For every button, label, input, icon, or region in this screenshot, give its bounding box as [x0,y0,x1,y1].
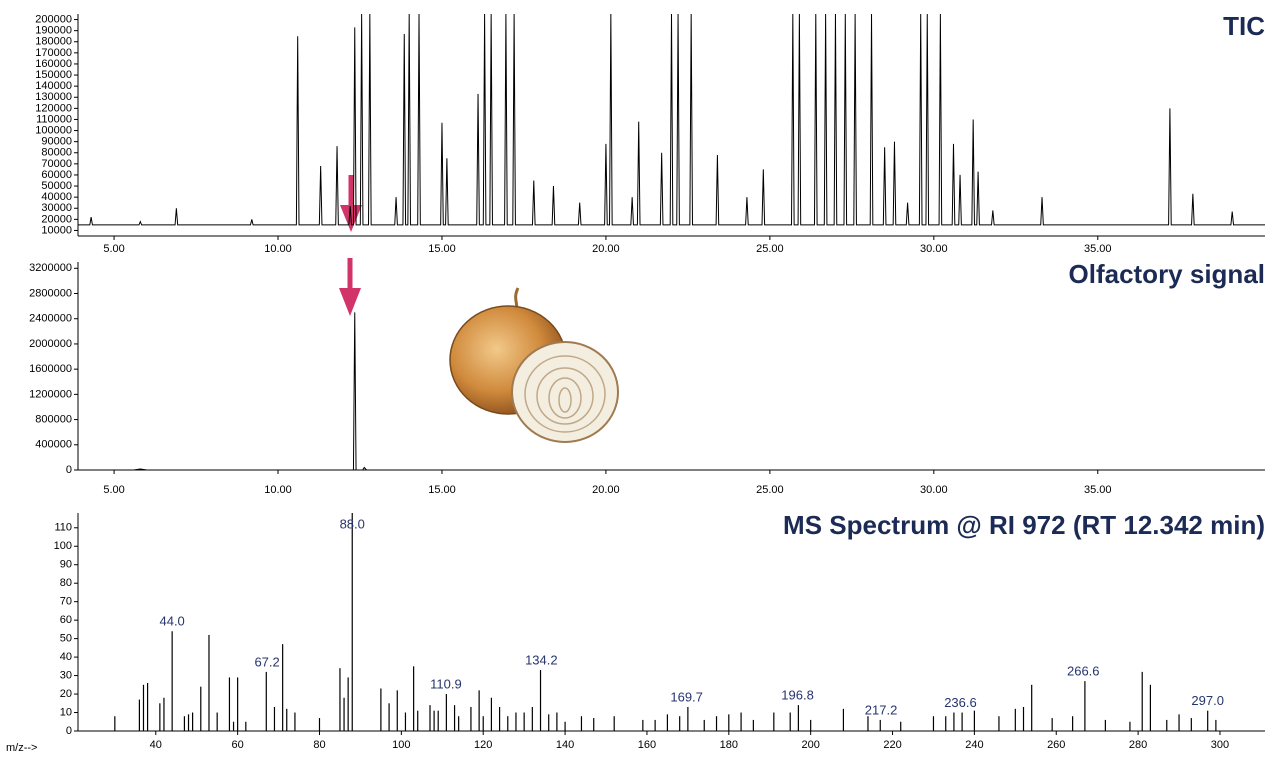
x-tick-label: 260 [1047,739,1065,751]
y-tick-label: 400000 [35,439,72,451]
y-tick-label: 80 [60,577,72,589]
x-tick-label: 120 [474,739,492,751]
x-tick-label: 80 [313,739,325,751]
y-tick-label: 150000 [35,69,72,81]
y-tick-label: 10000 [41,224,72,236]
y-tick-label: 3200000 [29,262,72,274]
y-tick-label: 2400000 [29,313,72,325]
y-tick-label: 20 [60,688,72,700]
x-tick-label: 220 [883,739,901,751]
x-tick-label: 240 [965,739,983,751]
y-tick-label: 50000 [41,180,72,192]
x-tick-label: 30.00 [920,484,948,496]
panel-title: MS Spectrum @ RI 972 (RT 12.342 min) [783,510,1265,540]
x-tick-label: 35.00 [1084,484,1112,496]
y-tick-label: 40 [60,651,72,663]
panel-title: TIC [1223,11,1265,41]
y-tick-label: 1200000 [29,388,72,400]
y-tick-label: 2800000 [29,287,72,299]
peak-label: 236.6 [944,695,977,710]
x-tick-label: 40 [150,739,162,751]
x-tick-label: 30.00 [920,243,948,255]
x-tick-label: 25.00 [756,484,784,496]
y-tick-label: 30 [60,669,72,681]
y-tick-label: 70 [60,596,72,608]
onion-illustration [449,287,619,443]
trace-line [78,14,1265,226]
x-tick-label: 15.00 [428,243,456,255]
peak-label: 297.0 [1191,693,1224,708]
peak-label: 110.9 [430,676,462,691]
x-tick-label: 15.00 [428,484,456,496]
x-tick-label: 160 [638,739,656,751]
x-tick-label: 140 [556,739,574,751]
panel-title: Olfactory signal [1069,259,1266,289]
y-tick-label: 60 [60,614,72,626]
peak-label: 169.7 [670,689,703,704]
x-tick-label: 200 [801,739,819,751]
peak-label: 196.8 [781,688,814,703]
y-tick-label: 110 [54,522,72,534]
peak-arrow [339,258,361,316]
x-tick-label: 300 [1211,739,1229,751]
y-tick-label: 60000 [41,169,72,181]
x-tick-label: 20.00 [592,243,620,255]
y-tick-label: 80000 [41,147,72,159]
x-axis-label: m/z--> [6,742,37,754]
trace-line [78,312,1265,470]
y-tick-label: 20000 [41,213,72,225]
x-tick-label: 20.00 [592,484,620,496]
y-tick-label: 30000 [41,202,72,214]
y-tick-label: 130000 [35,91,72,103]
y-tick-label: 180000 [35,36,72,48]
y-tick-label: 170000 [35,47,72,59]
peak-label: 88.0 [340,516,365,531]
y-tick-label: 2000000 [29,338,72,350]
y-tick-label: 0 [66,464,72,476]
x-tick-label: 25.00 [756,243,784,255]
x-tick-label: 5.00 [103,484,124,496]
y-tick-label: 70000 [41,158,72,170]
peak-label: 44.0 [159,614,184,629]
y-tick-label: 160000 [35,58,72,70]
x-tick-label: 10.00 [264,243,292,255]
y-tick-label: 120000 [35,102,72,114]
x-tick-label: 180 [720,739,738,751]
y-tick-label: 200000 [35,13,72,25]
x-tick-label: 5.00 [103,243,124,255]
y-tick-label: 800000 [35,413,72,425]
y-tick-label: 50 [60,633,72,645]
y-tick-label: 40000 [41,191,72,203]
peak-label: 67.2 [254,654,279,669]
y-tick-label: 1600000 [29,363,72,375]
y-tick-label: 100 [54,540,72,552]
y-tick-label: 90000 [41,136,72,148]
y-tick-label: 0 [66,725,72,737]
x-tick-label: 280 [1129,739,1147,751]
y-tick-label: 110000 [36,113,72,125]
x-tick-label: 35.00 [1084,243,1112,255]
peak-label: 134.2 [525,652,558,667]
x-tick-label: 100 [392,739,410,751]
peak-label: 217.2 [865,702,898,717]
x-tick-label: 10.00 [264,484,292,496]
y-tick-label: 100000 [35,124,72,136]
peak-label: 266.6 [1067,664,1100,679]
y-tick-label: 190000 [35,25,72,37]
y-tick-label: 10 [60,706,72,718]
y-tick-label: 140000 [35,80,72,92]
x-tick-label: 60 [232,739,244,751]
y-tick-label: 90 [60,559,72,571]
